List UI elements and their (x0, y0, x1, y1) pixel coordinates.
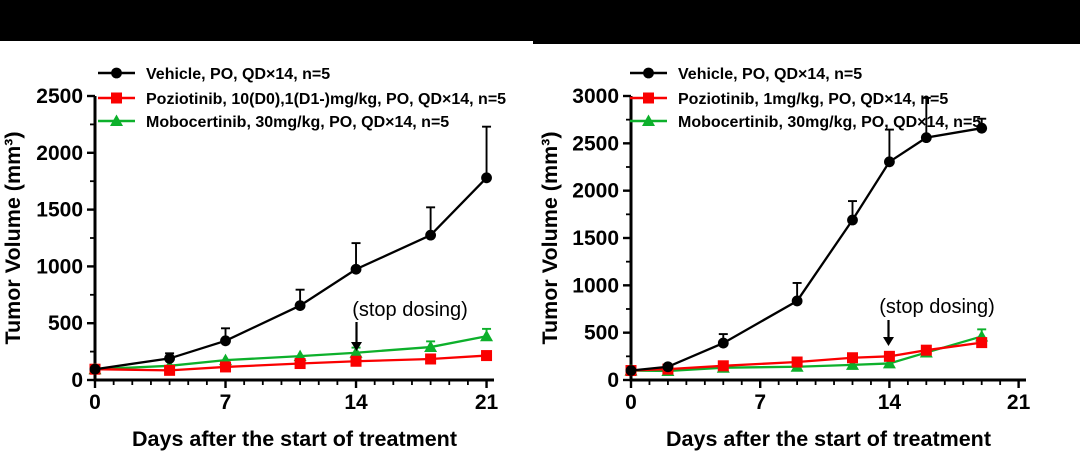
down-arrow-icon (883, 337, 894, 346)
down-arrow-icon (351, 342, 362, 351)
legend-label-poziotinib: Poziotinib, 1mg/kg, PO, QD×14, n=5 (678, 91, 948, 108)
chart-panel-right: 0 7 14 21 0 500 1000 1500 2000 2500 3000 Days after… (538, 66, 1031, 451)
square-marker-poziotinib (920, 344, 932, 356)
square-marker-poziotinib (481, 350, 493, 362)
x-tick-label: 0 (625, 391, 637, 414)
circle-marker-vehicle (625, 365, 637, 376)
series-mobocertinib (88, 327, 494, 375)
square-icon (111, 92, 122, 104)
triangle-marker-mobocertinib (349, 346, 363, 358)
legend-item-poziotinib: Poziotinib, 10(D0),1(D1-)mg/kg, PO, QD×1… (98, 91, 506, 108)
square-marker-poziotinib (350, 355, 362, 367)
square-marker-poziotinib (425, 353, 437, 365)
y-tick-label: 0 (607, 369, 619, 392)
x-tick-label: 7 (220, 391, 232, 414)
square-marker-poziotinib (976, 337, 988, 349)
legend: Vehicle, PO, QD×14, n=5 Poziotinib, 10(D0… (98, 66, 506, 131)
y-tick-label: 500 (584, 322, 619, 345)
square-marker-poziotinib (220, 361, 232, 373)
y-tick-label: 1000 (36, 255, 83, 278)
square-marker-poziotinib (164, 364, 176, 376)
square-marker-poziotinib (717, 360, 729, 372)
circle-marker-vehicle (920, 132, 932, 144)
x-axis-title: Days after the start of treatment (666, 427, 991, 451)
circle-icon (111, 67, 122, 79)
x-tick-label: 0 (89, 391, 101, 414)
y-tick-label: 2000 (36, 142, 83, 165)
circle-marker-vehicle (662, 361, 674, 373)
x-tick-label: 14 (344, 391, 368, 414)
circle-marker-vehicle (220, 335, 231, 347)
stop-dosing-label: (stop dosing) (879, 296, 995, 318)
legend-item-mobocertinib: Mobocertinib, 30mg/kg, PO, QD×14, n=5 (98, 114, 449, 131)
y-tick-label: 3000 (572, 85, 619, 108)
stop-dosing-annotation: (stop dosing) (351, 299, 468, 351)
circle-marker-vehicle (294, 300, 306, 311)
x-tick-label: 14 (878, 391, 902, 414)
x-tick-label: 21 (475, 391, 499, 414)
circle-marker-vehicle (425, 229, 437, 241)
legend-item-mobocertinib: Mobocertinib, 30mg/kg, PO, QD×14, n=5 (630, 114, 981, 131)
redacted-header-bar-left (0, 0, 533, 41)
legend-label-mobocertinib: Mobocertinib, 30mg/kg, PO, QD×14, n=5 (146, 114, 449, 131)
redacted-header-bar-right (533, 0, 1080, 44)
circle-icon (643, 67, 654, 79)
stop-dosing-annotation: (stop dosing) (879, 296, 995, 346)
legend-item-poziotinib: Poziotinib, 1mg/kg, PO, QD×14, n=5 (630, 91, 948, 108)
circle-marker-vehicle (164, 353, 175, 364)
triangle-icon (110, 114, 123, 126)
legend-label-poziotinib: Poziotinib, 10(D0),1(D1-)mg/kg, PO, QD×1… (146, 91, 506, 108)
y-tick-label: 2000 (572, 180, 619, 203)
legend-item-vehicle: Vehicle, PO, QD×14, n=5 (630, 66, 862, 83)
x-tick-label: 21 (1007, 391, 1031, 414)
series-line-poziotinib (630, 341, 982, 372)
y-tick-label: 1500 (572, 227, 619, 250)
circle-marker-vehicle (481, 172, 492, 184)
y-tick-label: 1500 (36, 199, 83, 222)
circle-marker-vehicle (717, 337, 729, 349)
y-tick-label: 1000 (572, 274, 619, 297)
legend: Vehicle, PO, QD×14, n=5 Poziotinib, 1mg/k… (630, 66, 981, 131)
circle-marker-vehicle (884, 156, 895, 168)
y-axis-title: Tumor Volume (mm³) (1, 131, 25, 344)
series-vehicle (625, 96, 988, 376)
triangle-icon (642, 114, 655, 126)
square-icon (643, 92, 654, 104)
legend-label-mobocertinib: Mobocertinib, 30mg/kg, PO, QD×14, n=5 (678, 114, 981, 131)
circle-marker-vehicle (89, 363, 101, 375)
square-marker-poziotinib (791, 356, 803, 368)
y-tick-label: 2500 (572, 132, 619, 155)
stop-dosing-label: (stop dosing) (352, 299, 468, 321)
y-tick-label: 2500 (36, 85, 83, 108)
circle-marker-vehicle (976, 122, 988, 134)
legend-item-vehicle: Vehicle, PO, QD×14, n=5 (98, 66, 330, 83)
y-tick-label: 0 (71, 369, 83, 392)
square-marker-poziotinib (883, 350, 895, 362)
series-line-mobocertinib (630, 335, 983, 373)
series-line-vehicle (630, 127, 982, 372)
triangle-marker-mobocertinib (882, 356, 896, 369)
circle-marker-vehicle (350, 263, 362, 275)
triangle-marker-mobocertinib (480, 329, 494, 342)
series-vehicle (89, 125, 492, 375)
x-tick-label: 7 (754, 391, 766, 414)
circle-marker-vehicle (791, 295, 803, 307)
y-axis-title: Tumor Volume (mm³) (538, 131, 562, 344)
legend-label-vehicle: Vehicle, PO, QD×14, n=5 (146, 66, 330, 83)
triangle-marker-mobocertinib (424, 340, 438, 353)
legend-label-vehicle: Vehicle, PO, QD×14, n=5 (678, 66, 862, 83)
circle-marker-vehicle (847, 214, 858, 226)
x-axis-title: Days after the start of treatment (132, 427, 457, 451)
square-marker-poziotinib (294, 358, 306, 370)
series-poziotinib (89, 350, 493, 376)
y-tick-label: 500 (48, 312, 83, 335)
chart-panel-left: 0 7 14 21 0 500 1000 1500 2000 2500 Days after the… (1, 66, 506, 451)
square-marker-poziotinib (846, 352, 858, 364)
triangle-marker-mobocertinib (845, 358, 859, 370)
